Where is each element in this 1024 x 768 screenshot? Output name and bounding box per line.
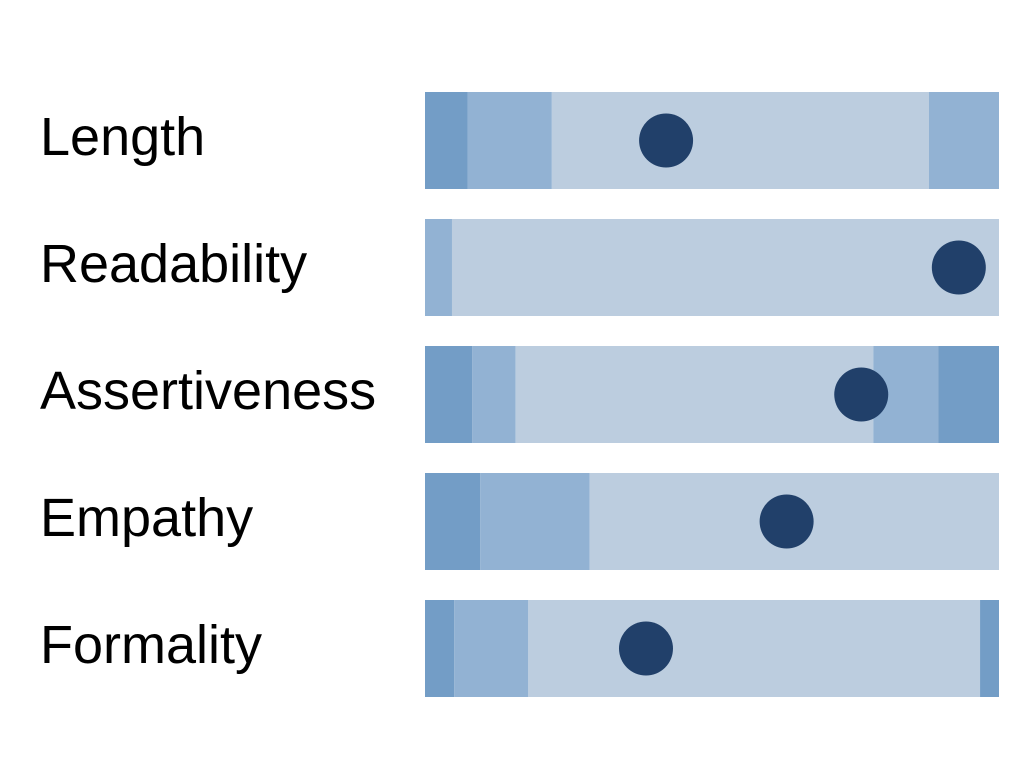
row-length: Length	[40, 92, 999, 189]
row-formality: Formality	[40, 600, 999, 697]
row-label-formality: Formality	[40, 615, 262, 675]
band-formality-3	[528, 600, 981, 697]
band-assertiveness-3	[515, 346, 874, 443]
marker-formality	[618, 621, 673, 676]
band-length-2	[467, 92, 552, 189]
row-label-length: Length	[40, 107, 205, 167]
band-formality-2	[454, 600, 529, 697]
chart-rows: Length Readability Assertiveness Empathy For…	[40, 92, 999, 697]
marker-length	[639, 113, 694, 168]
band-formality-1	[425, 600, 455, 697]
band-assertiveness-1	[425, 346, 473, 443]
marker-empathy	[759, 494, 814, 549]
row-label-empathy: Empathy	[40, 488, 253, 548]
band-empathy-2	[480, 473, 590, 570]
band-readability-2	[451, 219, 999, 316]
row-label-assertiveness: Assertiveness	[40, 361, 376, 421]
band-readability-1	[425, 219, 452, 316]
band-empathy-1	[425, 473, 481, 570]
band-assertiveness-5	[938, 346, 999, 443]
row-empathy: Empathy	[40, 473, 999, 570]
band-length-1	[425, 92, 468, 189]
marker-readability	[931, 240, 986, 295]
row-readability: Readability	[40, 219, 999, 316]
band-assertiveness-2	[472, 346, 516, 443]
row-assertiveness: Assertiveness	[40, 346, 999, 443]
band-formality-4	[980, 600, 999, 697]
marker-assertiveness	[834, 367, 889, 422]
band-length-4	[928, 92, 999, 189]
band-length-3	[551, 92, 929, 189]
row-label-readability: Readability	[40, 234, 307, 294]
